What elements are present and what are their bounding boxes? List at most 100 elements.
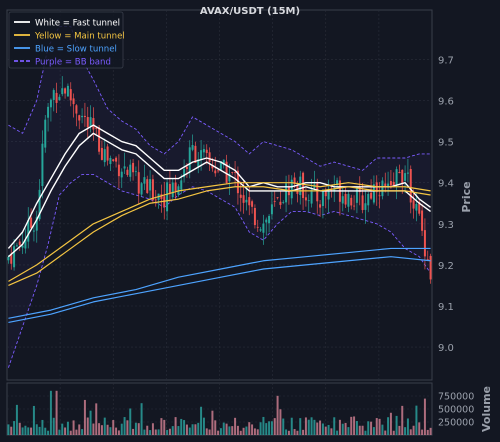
candle-body xyxy=(259,229,262,231)
volume-bar xyxy=(10,426,13,435)
volume-bar xyxy=(129,408,132,435)
volume-bar xyxy=(81,429,84,435)
volume-bar xyxy=(347,427,350,435)
candle-body xyxy=(171,182,174,198)
candle-body xyxy=(126,169,129,175)
volume-bar xyxy=(163,419,166,435)
volume-bar xyxy=(185,424,188,435)
volume-bar xyxy=(313,419,316,435)
volume-bar xyxy=(200,406,203,435)
volume-bar xyxy=(154,429,157,435)
volume-bar xyxy=(316,422,319,435)
candle-body xyxy=(404,173,407,181)
candle-body xyxy=(384,183,387,188)
volume-bar xyxy=(115,427,118,435)
candle-body xyxy=(140,183,143,195)
price-tick-label: 9.7 xyxy=(438,55,454,66)
volume-bar xyxy=(389,412,392,435)
volume-bar xyxy=(44,427,47,435)
volume-bar xyxy=(214,420,217,435)
volume-bar xyxy=(276,395,279,435)
candle-body xyxy=(336,180,339,186)
volume-bar xyxy=(299,418,302,435)
volume-bar xyxy=(202,417,205,435)
volume-bar xyxy=(268,421,271,435)
candle-body xyxy=(92,118,95,130)
candle-body xyxy=(197,159,200,167)
candle-body xyxy=(370,192,373,199)
volume-bar xyxy=(358,425,361,435)
candle-body xyxy=(412,200,415,209)
candle-body xyxy=(13,246,16,268)
candle-body xyxy=(242,195,245,203)
candle-body xyxy=(387,183,390,188)
volume-bar xyxy=(353,416,356,435)
volume-bar xyxy=(330,428,333,435)
volume-bar xyxy=(117,430,120,435)
volume-bar xyxy=(310,417,313,435)
volume-bar xyxy=(55,390,58,435)
candle-body xyxy=(35,217,38,231)
legend-entry: Yellow = Main tunnel xyxy=(34,32,125,42)
candle-body xyxy=(188,147,191,173)
candle-body xyxy=(166,182,169,212)
volume-axis: 250000 500000 750000 xyxy=(438,392,474,429)
candle-body xyxy=(106,146,109,161)
volume-bar xyxy=(265,423,268,435)
candle-body xyxy=(98,127,101,152)
volume-bar xyxy=(372,427,375,435)
candle-body xyxy=(299,176,302,196)
volume-bar xyxy=(375,418,378,435)
series-line xyxy=(7,124,431,249)
candle-body xyxy=(364,203,367,210)
volume-bar xyxy=(89,410,92,435)
volume-bar xyxy=(137,423,140,435)
volume-bar xyxy=(49,390,52,435)
candle-body xyxy=(143,177,146,184)
legend-entry: White = Fast tunnel xyxy=(35,19,120,29)
volume-bar xyxy=(177,426,180,435)
volume-bar xyxy=(183,420,186,435)
candle-body xyxy=(109,157,112,164)
volume-bar xyxy=(72,420,75,435)
volume-bar xyxy=(126,420,129,435)
candle-body xyxy=(378,195,381,197)
candle-body xyxy=(389,181,392,186)
candle-body xyxy=(183,169,186,178)
volume-bar xyxy=(378,418,381,435)
price-tick-label: 9.6 xyxy=(438,96,454,107)
volume-bar xyxy=(132,428,135,435)
candle-body xyxy=(415,203,418,211)
series-line xyxy=(8,247,431,319)
bb-band-fill xyxy=(8,26,431,368)
candle-body xyxy=(282,202,285,203)
candle-body xyxy=(239,194,242,198)
series-line xyxy=(8,256,431,324)
volume-bar xyxy=(58,429,61,435)
candle-body xyxy=(44,119,47,148)
candle-body xyxy=(41,143,44,187)
volume-bar xyxy=(7,424,10,435)
candle-body xyxy=(185,166,188,170)
candle-body xyxy=(319,204,322,208)
candle-body xyxy=(398,172,401,174)
volume-bar xyxy=(191,424,194,435)
volume-bar xyxy=(32,405,35,435)
volume-bar xyxy=(222,422,225,435)
volume-bar xyxy=(415,405,418,435)
volume-bar xyxy=(95,403,98,435)
volume-bar xyxy=(13,421,16,435)
candle-body xyxy=(174,182,177,192)
volume-bar xyxy=(423,398,426,435)
volume-bar xyxy=(35,424,38,435)
candle-body xyxy=(418,201,421,214)
volume-bar xyxy=(236,425,239,435)
candle-body xyxy=(32,230,35,232)
volume-bar xyxy=(421,429,424,435)
volume-bar xyxy=(242,427,245,435)
price-tick-label: 9.1 xyxy=(438,302,454,313)
candle-body xyxy=(304,197,307,201)
series-line xyxy=(7,132,431,258)
candle-body xyxy=(112,159,115,162)
candle-body xyxy=(219,161,222,170)
